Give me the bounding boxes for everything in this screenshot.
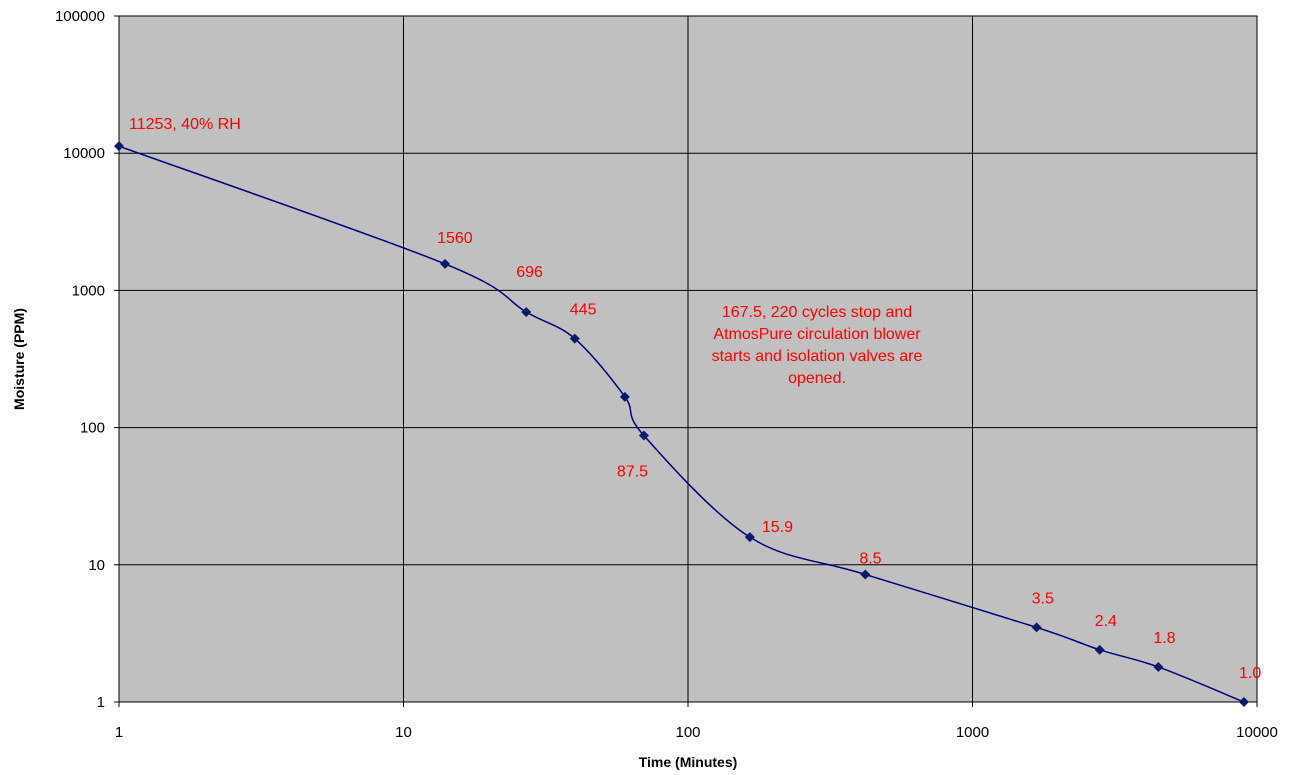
data-point-marker xyxy=(114,141,124,152)
data-labels: 11253, 40% RH 1560 696 445 87.5 15.9 8.5 3.5 2.4… xyxy=(129,116,1261,682)
data-point-marker xyxy=(1031,622,1042,633)
data-point-marker xyxy=(744,532,755,543)
data-label: 1.8 xyxy=(1153,630,1175,647)
annotation-line: 167.5, 220 cycles stop and xyxy=(722,304,912,321)
data-point-marker xyxy=(569,333,580,344)
x-axis-title: Time (Minutes) xyxy=(639,754,738,770)
data-point-marker xyxy=(638,430,649,441)
data-label: 3.5 xyxy=(1032,590,1054,607)
annotation-line: starts and isolation valves are xyxy=(712,348,923,365)
x-tick-labels: 1 10 100 1000 10000 xyxy=(115,724,1278,741)
data-label: 87.5 xyxy=(617,464,648,481)
series-line xyxy=(118,145,1245,703)
grid-lines xyxy=(114,15,1258,707)
y-tick-labels: 1 10 100 1000 10000 100000 xyxy=(55,8,105,711)
y-axis-title: Moisture (PPM) xyxy=(11,308,27,410)
y-tick-label: 10000 xyxy=(63,145,105,162)
y-tick-label: 100 xyxy=(80,420,105,437)
data-label: 1.0 xyxy=(1239,665,1261,682)
data-label: 696 xyxy=(516,264,543,281)
annotation-line: AtmosPure circulation blower xyxy=(713,326,921,343)
data-point-marker xyxy=(1238,697,1249,707)
y-tick-label: 100000 xyxy=(55,8,105,25)
data-point-marker xyxy=(860,569,871,580)
x-tick-label: 10000 xyxy=(1236,724,1278,741)
x-tick-label: 10 xyxy=(395,724,412,741)
data-point-marker xyxy=(440,258,451,269)
data-label: 1560 xyxy=(437,230,473,247)
data-point-marker xyxy=(521,306,532,317)
data-label: 8.5 xyxy=(859,550,881,567)
annotation-text: 167.5, 220 cycles stop and AtmosPure circ… xyxy=(712,304,923,387)
data-point-marker xyxy=(1094,644,1105,655)
data-label: 11253, 40% RH xyxy=(129,116,241,133)
annotation-line: opened. xyxy=(788,370,846,387)
data-point-marker xyxy=(1153,661,1164,672)
x-tick-label: 1 xyxy=(115,724,123,741)
data-label: 2.4 xyxy=(1095,613,1117,630)
y-tick-label: 1000 xyxy=(72,282,105,299)
x-tick-label: 100 xyxy=(675,724,700,741)
y-tick-label: 1 xyxy=(97,694,105,711)
y-tick-label: 10 xyxy=(88,557,105,574)
data-label: 445 xyxy=(570,302,597,319)
data-markers xyxy=(114,141,1249,707)
x-tick-label: 1000 xyxy=(956,724,989,741)
data-point-marker xyxy=(619,391,630,402)
data-label: 15.9 xyxy=(762,519,793,536)
